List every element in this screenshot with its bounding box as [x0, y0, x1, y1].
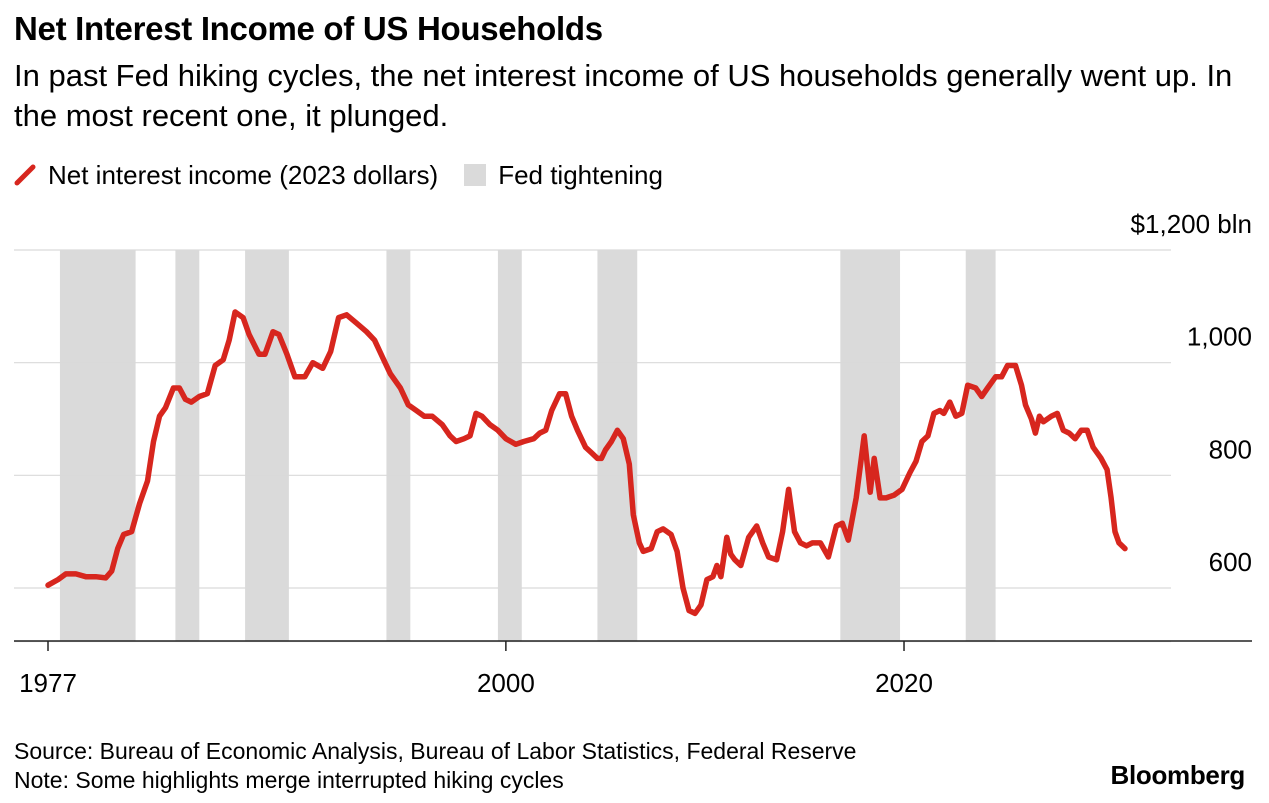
- tightening-band: [245, 250, 289, 641]
- legend-item-band: Fed tightening: [464, 160, 663, 191]
- tightening-band: [175, 250, 200, 641]
- net-interest-income-line: [45, 309, 1128, 617]
- legend-band-label: Fed tightening: [498, 159, 663, 190]
- tick-labels: $1,200 bln 1,000 800 600 1977 2000 2020: [19, 209, 1252, 698]
- y-tick-label: $1,200 bln: [1131, 209, 1252, 239]
- tightening-band: [497, 250, 522, 641]
- x-tick-label: 2000: [477, 668, 535, 698]
- tightening-band: [386, 250, 411, 641]
- footer: Source: Bureau of Economic Analysis, Bur…: [14, 737, 856, 795]
- source-note: Source: Bureau of Economic Analysis, Bur…: [14, 738, 857, 764]
- x-tick-label: 1977: [19, 668, 77, 698]
- bloomberg-logo: Bloomberg: [1110, 760, 1245, 790]
- line-swatch-icon: [14, 164, 36, 186]
- tightening-band: [597, 250, 638, 641]
- series-layer: [45, 309, 1128, 617]
- y-tick-label: 800: [1209, 434, 1252, 464]
- x-axis: [14, 640, 1252, 651]
- legend-line-label: Net interest income (2023 dollars): [48, 159, 439, 190]
- line-chart: $1,200 bln 1,000 800 600 1977 2000 2020: [14, 209, 1252, 698]
- tightening-band: [840, 250, 901, 641]
- tightening-bands: [59, 250, 996, 641]
- legend: Net interest income (2023 dollars) Fed t…: [14, 158, 689, 192]
- y-tick-label: 1,000: [1187, 322, 1252, 352]
- tightening-band: [965, 250, 996, 641]
- tightening-band: [59, 250, 136, 641]
- band-swatch-icon: [464, 164, 487, 186]
- y-tick-label: 600: [1209, 547, 1252, 577]
- chart-subtitle: In past Fed hiking cycles, the net inter…: [14, 58, 1233, 133]
- chart-title: Net Interest Income of US Households: [14, 10, 603, 47]
- legend-item-line: Net interest income (2023 dollars): [14, 160, 438, 191]
- hiking-note: Note: Some highlights merge interrupted …: [14, 767, 564, 793]
- x-tick-label: 2020: [875, 668, 933, 698]
